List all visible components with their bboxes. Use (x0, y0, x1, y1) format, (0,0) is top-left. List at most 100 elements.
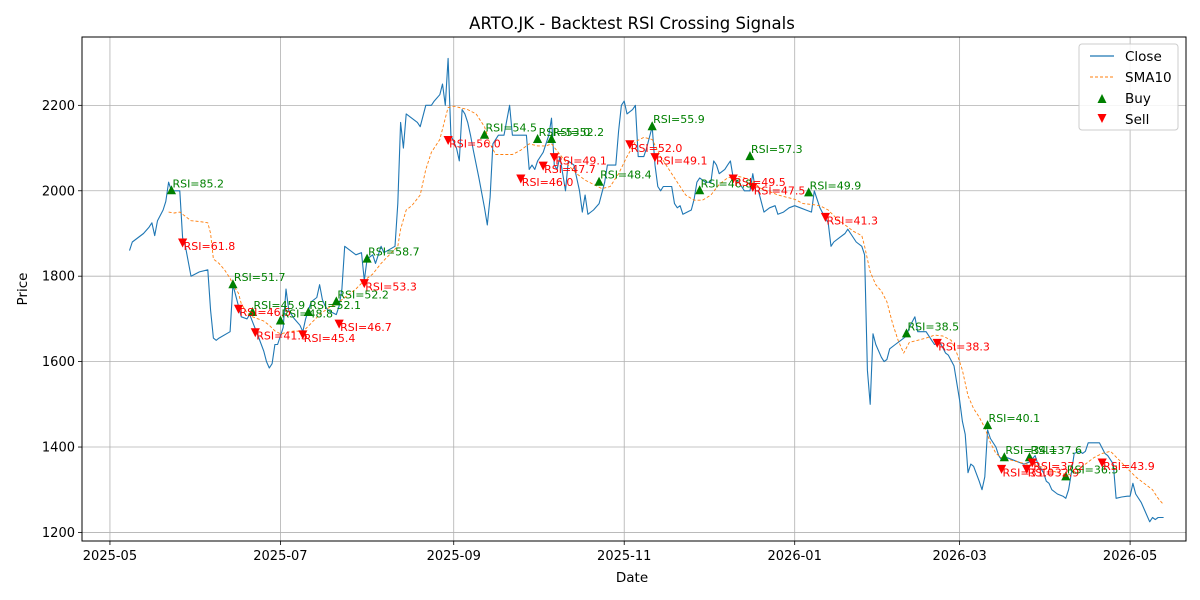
buy-marker (804, 187, 814, 197)
buy-annotation: RSI=48.8 (281, 308, 333, 321)
sell-annotation: RSI=46.0 (522, 176, 574, 189)
sell-marker (250, 328, 260, 338)
y-tick-label: 1200 (42, 526, 75, 541)
grid-lines (82, 37, 1186, 541)
buy-annotation: RSI=57.3 (751, 143, 803, 156)
sell-marker (1022, 464, 1032, 474)
sell-annotation: RSI=47.5 (754, 184, 806, 197)
buy-annotation: RSI=45.9 (253, 299, 305, 312)
x-tick-label: 2026-03 (932, 549, 986, 564)
y-tick-label: 2000 (42, 184, 75, 199)
sell-marker (932, 338, 942, 348)
buy-annotation: RSI=48.4 (600, 169, 652, 182)
sell-marker (334, 319, 344, 329)
y-tick-label: 2200 (42, 99, 75, 114)
x-tick-label: 2025-05 (83, 549, 137, 564)
sell-marker (443, 136, 453, 146)
buy-marker (275, 315, 286, 325)
sell-annotation: RSI=45.4 (304, 332, 356, 345)
sell-marker (359, 279, 369, 289)
buy-annotation: RSI=58.7 (368, 246, 420, 259)
sell-annotation: RSI=32.9 (1028, 466, 1080, 479)
sell-annotation: RSI=31.0 (1003, 466, 1055, 479)
buy-marker (982, 420, 993, 430)
sell-marker (1097, 458, 1107, 468)
sell-marker (1027, 458, 1037, 468)
x-tick-label: 2025-07 (253, 549, 307, 564)
legend: Close SMA10 Buy Sell (1078, 43, 1179, 131)
legend-buy-triangle-icon (1097, 94, 1107, 103)
sell-marker (650, 153, 660, 163)
x-tick-label: 2025-11 (597, 549, 651, 564)
buy-annotation: RSI=52.1 (309, 299, 361, 312)
buy-marker (331, 296, 341, 306)
sell-annotation: RSI=41.5 (256, 330, 308, 343)
buy-annotation: RSI=55.9 (653, 113, 705, 126)
buy-marker (546, 134, 557, 144)
signal-annotations: RSI=85.2 RSI=61.8 RSI=51.7 RSI=46.5RSI=45.9… (172, 113, 1154, 479)
buy-annotation: RSI=54.5 (485, 122, 537, 135)
legend-sell-triangle-icon (1097, 114, 1107, 123)
sell-marker (538, 161, 548, 171)
sell-annotation: RSI=56.0 (449, 138, 501, 151)
plot-frame (81, 36, 1187, 542)
x-axis-label: Date (616, 570, 648, 586)
y-axis-label: Price (15, 273, 31, 306)
sell-annotation: RSI=61.8 (184, 240, 236, 253)
sell-annotation: RSI=52.0 (631, 142, 683, 155)
legend-close-label: Close (1125, 49, 1162, 65)
buy-annotation: RSI=49.9 (810, 179, 862, 192)
buy-annotation: RSI=40.1 (989, 412, 1041, 425)
sell-marker (516, 174, 526, 184)
buy-marker (647, 121, 657, 131)
buy-annotation: RSI=52.2 (337, 288, 389, 301)
sell-marker (996, 464, 1007, 474)
sell-marker (820, 212, 831, 222)
buy-marker (594, 176, 604, 186)
axis-ticks: 2025-05 2025-07 2025-09 2025-11 2026-01 2026-… (42, 99, 1157, 564)
buy-marker (695, 185, 705, 195)
buy-annotation: RSI=85.2 (172, 177, 224, 190)
buy-annotation: RSI=37.6 (1030, 444, 1082, 457)
buy-annotation: RSI=36.5 (1067, 463, 1119, 476)
buy-annotation: RSI=34.1 (1005, 444, 1057, 457)
buy-annotation: RSI=46.8 (701, 177, 753, 190)
y-tick-label: 1600 (42, 355, 75, 370)
legend-buy-label: Buy (1125, 91, 1151, 107)
legend-box (1078, 43, 1179, 131)
buy-marker (745, 151, 755, 161)
sell-annotation: RSI=53.3 (365, 281, 417, 294)
sell-annotation: RSI=41.3 (826, 214, 878, 227)
buy-marker (1061, 471, 1071, 481)
buy-annotation: RSI=52.2 (553, 126, 605, 139)
sell-annotation: RSI=38.3 (938, 340, 990, 353)
close-price-line (128, 57, 1164, 523)
x-tick-label: 2026-01 (768, 549, 822, 564)
chart-title: ARTO.JK - Backtest RSI Crossing Signals (469, 14, 795, 33)
sell-annotation: RSI=49.1 (555, 155, 607, 168)
sell-marker (233, 304, 244, 314)
buy-annotation: RSI=51.7 (234, 271, 286, 284)
buy-marker (166, 185, 177, 195)
signal-markers (166, 121, 1107, 481)
sell-marker (748, 182, 758, 192)
sell-marker (549, 153, 559, 163)
sell-annotation: RSI=46.7 (340, 321, 392, 334)
sell-annotation: RSI=37.2 (1033, 460, 1085, 473)
y-tick-label: 1400 (42, 441, 75, 456)
legend-sma-label: SMA10 (1125, 70, 1172, 86)
sell-annotation: RSI=43.9 (1103, 460, 1155, 473)
sell-annotation: RSI=46.5 (240, 306, 292, 319)
buy-marker (999, 452, 1009, 462)
sell-marker (178, 238, 188, 248)
buy-marker (901, 328, 912, 338)
x-tick-label: 2026-05 (1103, 549, 1157, 564)
legend-sell-label: Sell (1125, 112, 1149, 128)
y-tick-label: 1800 (42, 270, 75, 285)
buy-marker (532, 134, 543, 144)
sell-annotation: RSI=49.1 (656, 155, 708, 168)
buy-marker (479, 129, 490, 139)
sell-annotation: RSI=47.7 (544, 163, 596, 176)
